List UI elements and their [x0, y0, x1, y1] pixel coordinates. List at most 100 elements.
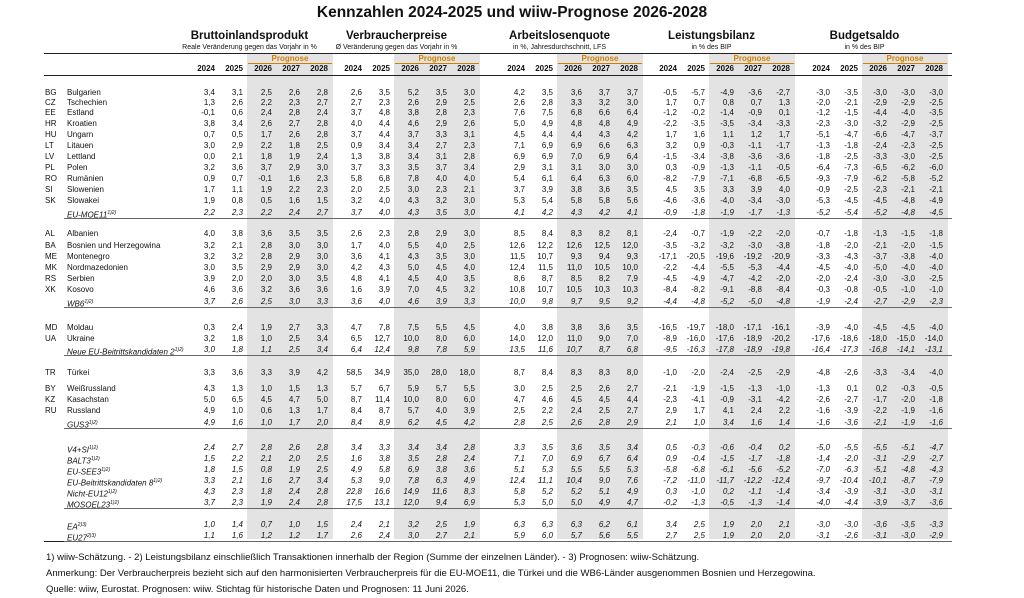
group-subtitle: in %, Jahresdurchschnitt, LFS: [513, 44, 606, 51]
table-row: MD Moldau 0,3 2,4 1,9 2,7 3,3 4,7 7,8 7,5 5,5 4,5 4,…: [0, 323, 1024, 333]
table-row: XK Kosovo 4,6 3,6 3,2 3,6 3,6 1,6 3,9 7,0 4,5 3,2 10…: [0, 285, 1024, 295]
value-cell: -1,4: [776, 498, 790, 507]
value-cell: -5,1: [816, 130, 830, 139]
value-cell: 1,7: [316, 531, 328, 540]
value-cell: -3,5: [901, 520, 915, 529]
table-row: BG Bulgarien 3,4 3,1 2,5 2,6 2,8 2,6 3,5 5,2 3,5 3,…: [0, 88, 1024, 98]
value-cell: -5,0: [748, 297, 762, 306]
value-cell: 11,0: [567, 334, 582, 343]
value-cell: -5,2: [720, 297, 734, 306]
value-cell: -3,1: [873, 487, 887, 496]
value-cell: 3,2: [463, 285, 475, 294]
value-cell: 4,3: [598, 130, 610, 139]
value-cell: -7,9: [929, 476, 943, 485]
value-cell: 2,5: [435, 520, 447, 529]
value-cell: 11,5: [538, 263, 553, 272]
value-cell: 2,6: [350, 531, 362, 540]
value-cell: 3,6: [598, 323, 610, 332]
value-cell: -2,1: [901, 185, 915, 194]
table-row: UA Ukraine 3,2 1,8 1,0 2,5 3,4 6,5 12,7 10,0 8,0 6,…: [0, 334, 1024, 344]
value-cell: -3,4: [748, 119, 762, 128]
country-name-text: EU27: [67, 533, 88, 543]
value-cell: 5,0: [513, 119, 525, 128]
value-cell: -9,5: [663, 345, 677, 354]
year-label: 2028: [620, 64, 638, 73]
value-cell: 3,2: [203, 163, 215, 172]
year-header: 2024 2025 2026 2027 2028: [0, 64, 1024, 74]
value-cell: -3,6: [748, 88, 762, 97]
country-name-text: EU-SEE3: [67, 467, 102, 477]
value-cell: -2,9: [901, 98, 915, 107]
value-cell: -17,3: [839, 345, 858, 354]
value-cell: 2,6: [288, 443, 300, 452]
value-cell: -5,3: [816, 196, 830, 205]
value-cell: 0,8: [260, 465, 272, 474]
value-cell: 2,3: [463, 141, 475, 150]
value-cell: 3,0: [463, 196, 475, 205]
value-cell: 0,6: [260, 406, 272, 415]
aggregate-row: EU-SEE31)2) 1,8 1,5 0,8 1,9 2,5 4,9 5,8 6,9 3,8 3,…: [0, 465, 1024, 477]
value-cell: -2,0: [776, 274, 790, 283]
value-cell: 3,2: [231, 252, 243, 261]
country-name-text: BALT3: [67, 456, 91, 466]
value-cell: 4,5: [665, 185, 677, 194]
value-cell: 10,5: [594, 263, 610, 272]
value-cell: 0,7: [750, 98, 762, 107]
value-cell: -1,9: [816, 297, 830, 306]
year-label: 2026: [869, 64, 887, 73]
value-cell: 2,4: [750, 406, 762, 415]
year-header: 2024 2025 2026 2027 2028: [0, 64, 1024, 74]
value-cell: 4,6: [203, 285, 215, 294]
value-cell: 2,3: [316, 185, 328, 194]
value-cell: 5,9: [513, 531, 525, 540]
value-cell: 4,0: [778, 185, 790, 194]
value-cell: 2,3: [231, 487, 243, 496]
country-name-text: Kroatien: [67, 119, 97, 128]
value-cell: -15,0: [896, 334, 915, 343]
value-cell: 5,3: [350, 476, 362, 485]
value-cell: -6,2: [901, 163, 915, 172]
value-cell: 3,7: [350, 163, 362, 172]
value-cell: -0,6: [720, 443, 734, 452]
value-cell: 3,2: [435, 196, 447, 205]
value-cell: -7,0: [816, 465, 830, 474]
value-cell: 3,4: [435, 443, 447, 452]
value-cell: 0,1: [778, 108, 790, 117]
value-cell: -2,9: [873, 98, 887, 107]
value-cell: 0,2: [778, 443, 790, 452]
year-label: 2025: [535, 64, 553, 73]
aggregate-row: BALT31)2) 1,5 2,2 2,1 2,0 2,5 1,6 3,8 3,5 2,8 2,4 7…: [0, 454, 1024, 466]
value-cell: -4,9: [720, 88, 734, 97]
country-name-text: Türkei: [67, 368, 90, 377]
prognose-shade: [247, 53, 333, 539]
value-cell: 10,8: [509, 285, 525, 294]
aggregate-row: EA2)3) 1,0 1,4 0,7 1,0 1,5 2,4 2,1 3,2 2,5 1,9 6,3 6…: [0, 520, 1024, 532]
value-cell: -0,5: [873, 285, 887, 294]
value-cell: 2,7: [288, 323, 300, 332]
country-name: Lettland: [67, 152, 95, 162]
value-cell: 12,4: [374, 345, 390, 354]
group-name: Budgetsaldo: [829, 30, 900, 42]
value-cell: 3,0: [463, 252, 475, 261]
country-name: EU-Beitrittskandidaten 81)2): [67, 476, 162, 489]
value-cell: -1,8: [776, 454, 790, 463]
value-cell: 2,8: [407, 229, 419, 238]
value-cell: 2,6: [407, 98, 419, 107]
value-cell: -2,5: [929, 119, 943, 128]
value-cell: -1,6: [929, 406, 943, 415]
value-cell: 6,6: [598, 108, 610, 117]
value-cell: 3,8: [407, 108, 419, 117]
value-cell: -7,9: [844, 174, 858, 183]
value-cell: 28,0: [431, 368, 447, 377]
value-cell: -16,3: [686, 345, 705, 354]
value-cell: -0,3: [901, 384, 915, 393]
value-cell: 5,2: [407, 88, 419, 97]
country-name: Serbien: [67, 274, 95, 284]
value-cell: 0,9: [693, 141, 705, 150]
value-cell: 3,8: [203, 119, 215, 128]
value-cell: 4,1: [378, 252, 390, 261]
value-cell: 4,5: [513, 130, 525, 139]
value-cell: 8,4: [541, 229, 553, 238]
year-label: 2024: [197, 64, 215, 73]
value-cell: -3,9: [816, 323, 830, 332]
